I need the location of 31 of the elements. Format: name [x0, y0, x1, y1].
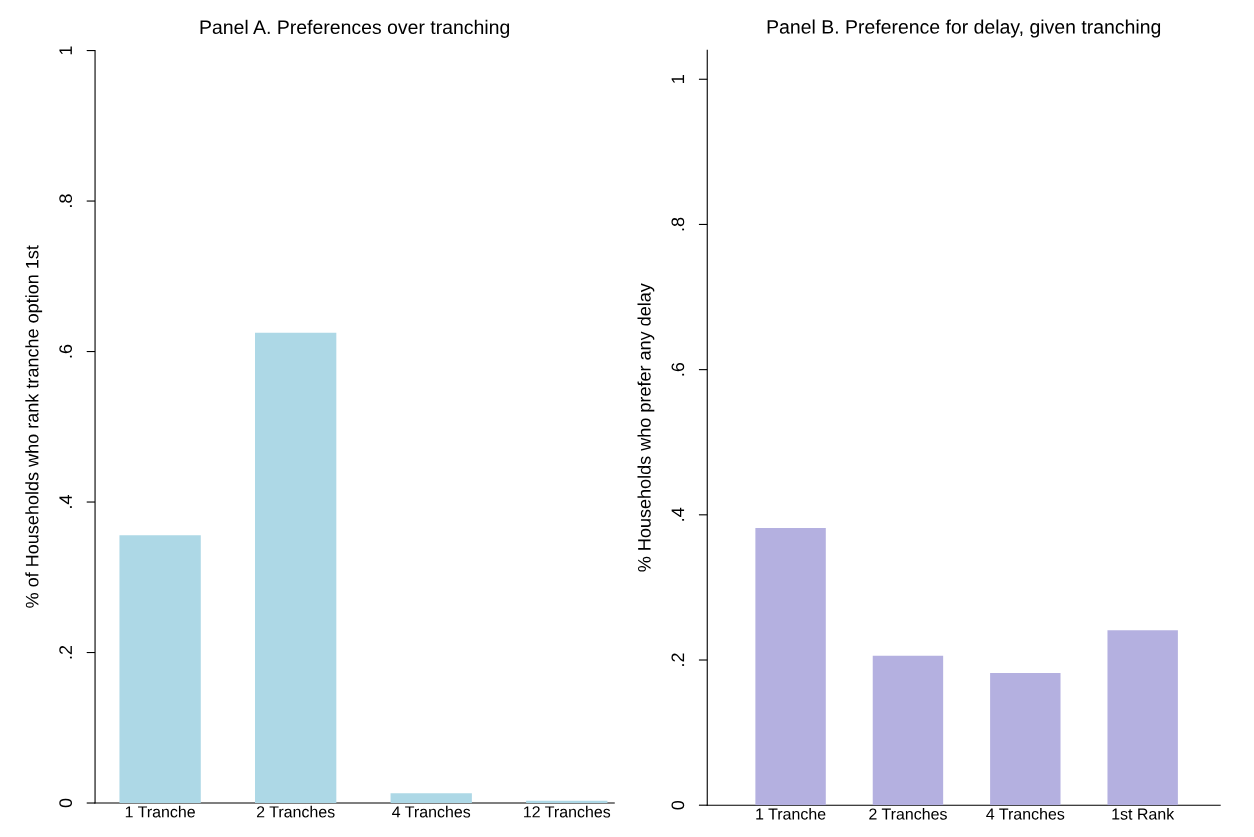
x-tick-label: 2 Tranches — [869, 807, 947, 820]
bar — [255, 332, 337, 804]
x-tick-label: 4 Tranches — [392, 805, 471, 818]
y-tick-label: .4 — [671, 507, 685, 521]
x-tick-label: 1st Rank — [1112, 807, 1175, 820]
x-tick-label: 1 Tranche — [125, 805, 195, 818]
y-tick-label: .6 — [59, 344, 73, 358]
x-tick-label: 12 Tranches — [524, 805, 611, 818]
bar — [755, 527, 826, 806]
bar — [390, 793, 472, 804]
y-tick-label: .8 — [59, 194, 73, 207]
x-tick-label: 2 Tranches — [256, 805, 335, 818]
y-tick-label: .4 — [59, 495, 72, 508]
bar — [990, 673, 1061, 806]
chart-title: Panel A. Preferences over tranching — [200, 19, 510, 38]
y-tick-label: 0 — [59, 798, 73, 808]
y-tick-label: 0 — [671, 800, 685, 810]
y-tick-label: .2 — [59, 645, 72, 659]
y-tick-label: .2 — [671, 653, 685, 666]
y-tick-label: .6 — [671, 362, 685, 376]
y-tick-label: 1 — [59, 46, 72, 55]
x-tick-label: 1 Tranche — [756, 807, 826, 820]
x-tick-label: 4 Tranches — [986, 807, 1065, 820]
y-tick-label: 1 — [671, 75, 685, 83]
y-tick-label: .8 — [671, 217, 685, 231]
bar — [1107, 630, 1178, 806]
bar — [119, 535, 201, 804]
y-axis-title: % of Households who rank tranche option 1st — [25, 245, 43, 608]
bar — [872, 655, 944, 806]
chart-title: Panel B. Preference for delay, given tranching — [767, 19, 1161, 38]
y-axis-title: % Households who prefer any delay — [637, 283, 655, 572]
